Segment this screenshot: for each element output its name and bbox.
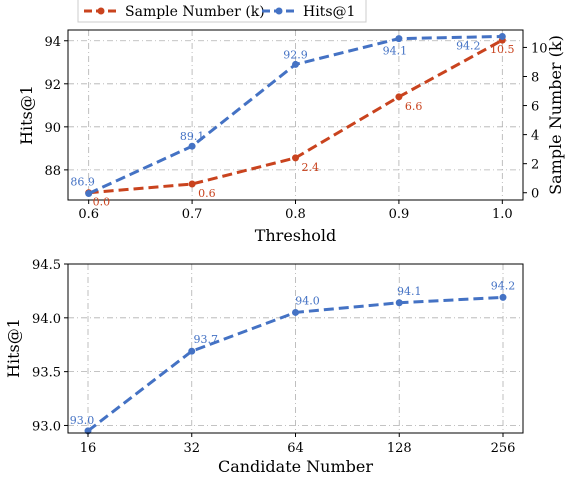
x-tick-label: 1.0 xyxy=(492,207,513,222)
y2-tick-label: 2 xyxy=(531,158,539,173)
data-point xyxy=(189,143,196,150)
candidate-chart-ticks: 16 32 64 128 256 93.0 93.5 94.0 94.5 xyxy=(32,258,515,456)
data-label: 2.4 xyxy=(302,161,320,174)
data-point xyxy=(292,61,299,68)
y-tick-label: 90 xyxy=(44,121,61,136)
x-tick-label: 32 xyxy=(183,441,200,456)
candidate-y-axis-title: Hits@1 xyxy=(4,318,23,378)
data-label: 86.9 xyxy=(70,176,95,189)
candidate-chart: 16 32 64 128 256 93.0 93.5 94.0 94.5 93.0 93.7 94.… xyxy=(4,258,523,476)
y-tick-label: 94.0 xyxy=(32,312,61,327)
data-label: 94.1 xyxy=(397,285,422,298)
data-label: 94.2 xyxy=(491,279,516,292)
threshold-x-axis-title: Threshold xyxy=(255,226,337,245)
x-tick-label: 0.8 xyxy=(285,207,306,222)
y2-tick-label: 6 xyxy=(531,100,539,115)
data-label: 89.1 xyxy=(180,130,205,143)
threshold-y2-axis-title: Sample Number (k) xyxy=(546,35,565,195)
y-tick-label: 94 xyxy=(44,35,61,50)
data-point xyxy=(499,33,506,40)
threshold-y-axis-title: Hits@1 xyxy=(17,85,36,145)
x-tick-label: 0.9 xyxy=(389,207,410,222)
legend-marker-sample xyxy=(98,8,105,15)
legend-marker-hits xyxy=(276,8,283,15)
data-point xyxy=(395,35,402,42)
data-point xyxy=(292,309,299,316)
y-tick-label: 92 xyxy=(44,78,61,93)
data-label: 94.1 xyxy=(383,45,408,58)
data-label: 93.0 xyxy=(70,414,95,427)
legend-label-hits: Hits@1 xyxy=(303,4,355,20)
data-point xyxy=(189,181,196,188)
legend-label-sample: Sample Number (k) xyxy=(125,4,265,20)
data-label: 94.2 xyxy=(456,39,481,52)
candidate-x-axis-title: Candidate Number xyxy=(218,457,373,476)
y2-tick-label: 8 xyxy=(531,70,539,85)
data-label: 94.0 xyxy=(295,294,320,307)
y-tick-label: 93.0 xyxy=(32,419,61,434)
data-label: 10.5 xyxy=(490,43,515,56)
data-point xyxy=(395,93,402,100)
data-point xyxy=(500,294,507,301)
x-tick-label: 128 xyxy=(387,441,412,456)
data-point xyxy=(396,299,403,306)
data-label: 93.7 xyxy=(194,333,219,346)
data-label: 0.0 xyxy=(93,196,111,209)
x-tick-label: 0.6 xyxy=(78,207,99,222)
data-point xyxy=(292,154,299,161)
data-point xyxy=(85,190,92,197)
data-point xyxy=(188,348,195,355)
x-tick-label: 16 xyxy=(80,441,97,456)
y-tick-label: 93.5 xyxy=(32,366,61,381)
y-tick-label: 94.5 xyxy=(32,258,61,273)
data-label: 92.9 xyxy=(283,48,308,61)
data-label: 6.6 xyxy=(405,100,423,113)
y-tick-label: 88 xyxy=(44,164,61,179)
y2-tick-label: 0 xyxy=(531,187,539,202)
x-tick-label: 0.7 xyxy=(182,207,203,222)
candidate-chart-grid xyxy=(68,264,523,433)
x-tick-label: 256 xyxy=(491,441,516,456)
data-label: 0.6 xyxy=(198,187,216,200)
legend: Sample Number (k) Hits@1 xyxy=(78,0,366,22)
y2-tick-label: 4 xyxy=(531,129,539,144)
x-tick-label: 64 xyxy=(287,441,304,456)
